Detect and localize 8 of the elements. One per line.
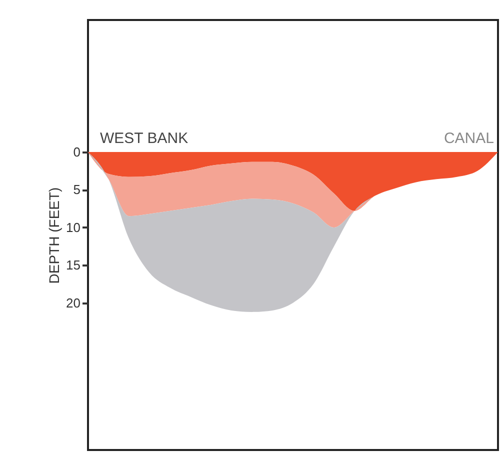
y-tick-label: 20 [66, 295, 80, 310]
y-tick-label: 0 [73, 144, 80, 160]
y-tick-label: 10 [66, 220, 80, 235]
y-axis-title: DEPTH (FEET) [46, 187, 62, 284]
annotation: CANAL [444, 130, 494, 148]
annotation: WEST BANK [100, 130, 188, 148]
y-tick-label: 15 [66, 258, 80, 273]
y-tick-label: 5 [73, 182, 80, 198]
